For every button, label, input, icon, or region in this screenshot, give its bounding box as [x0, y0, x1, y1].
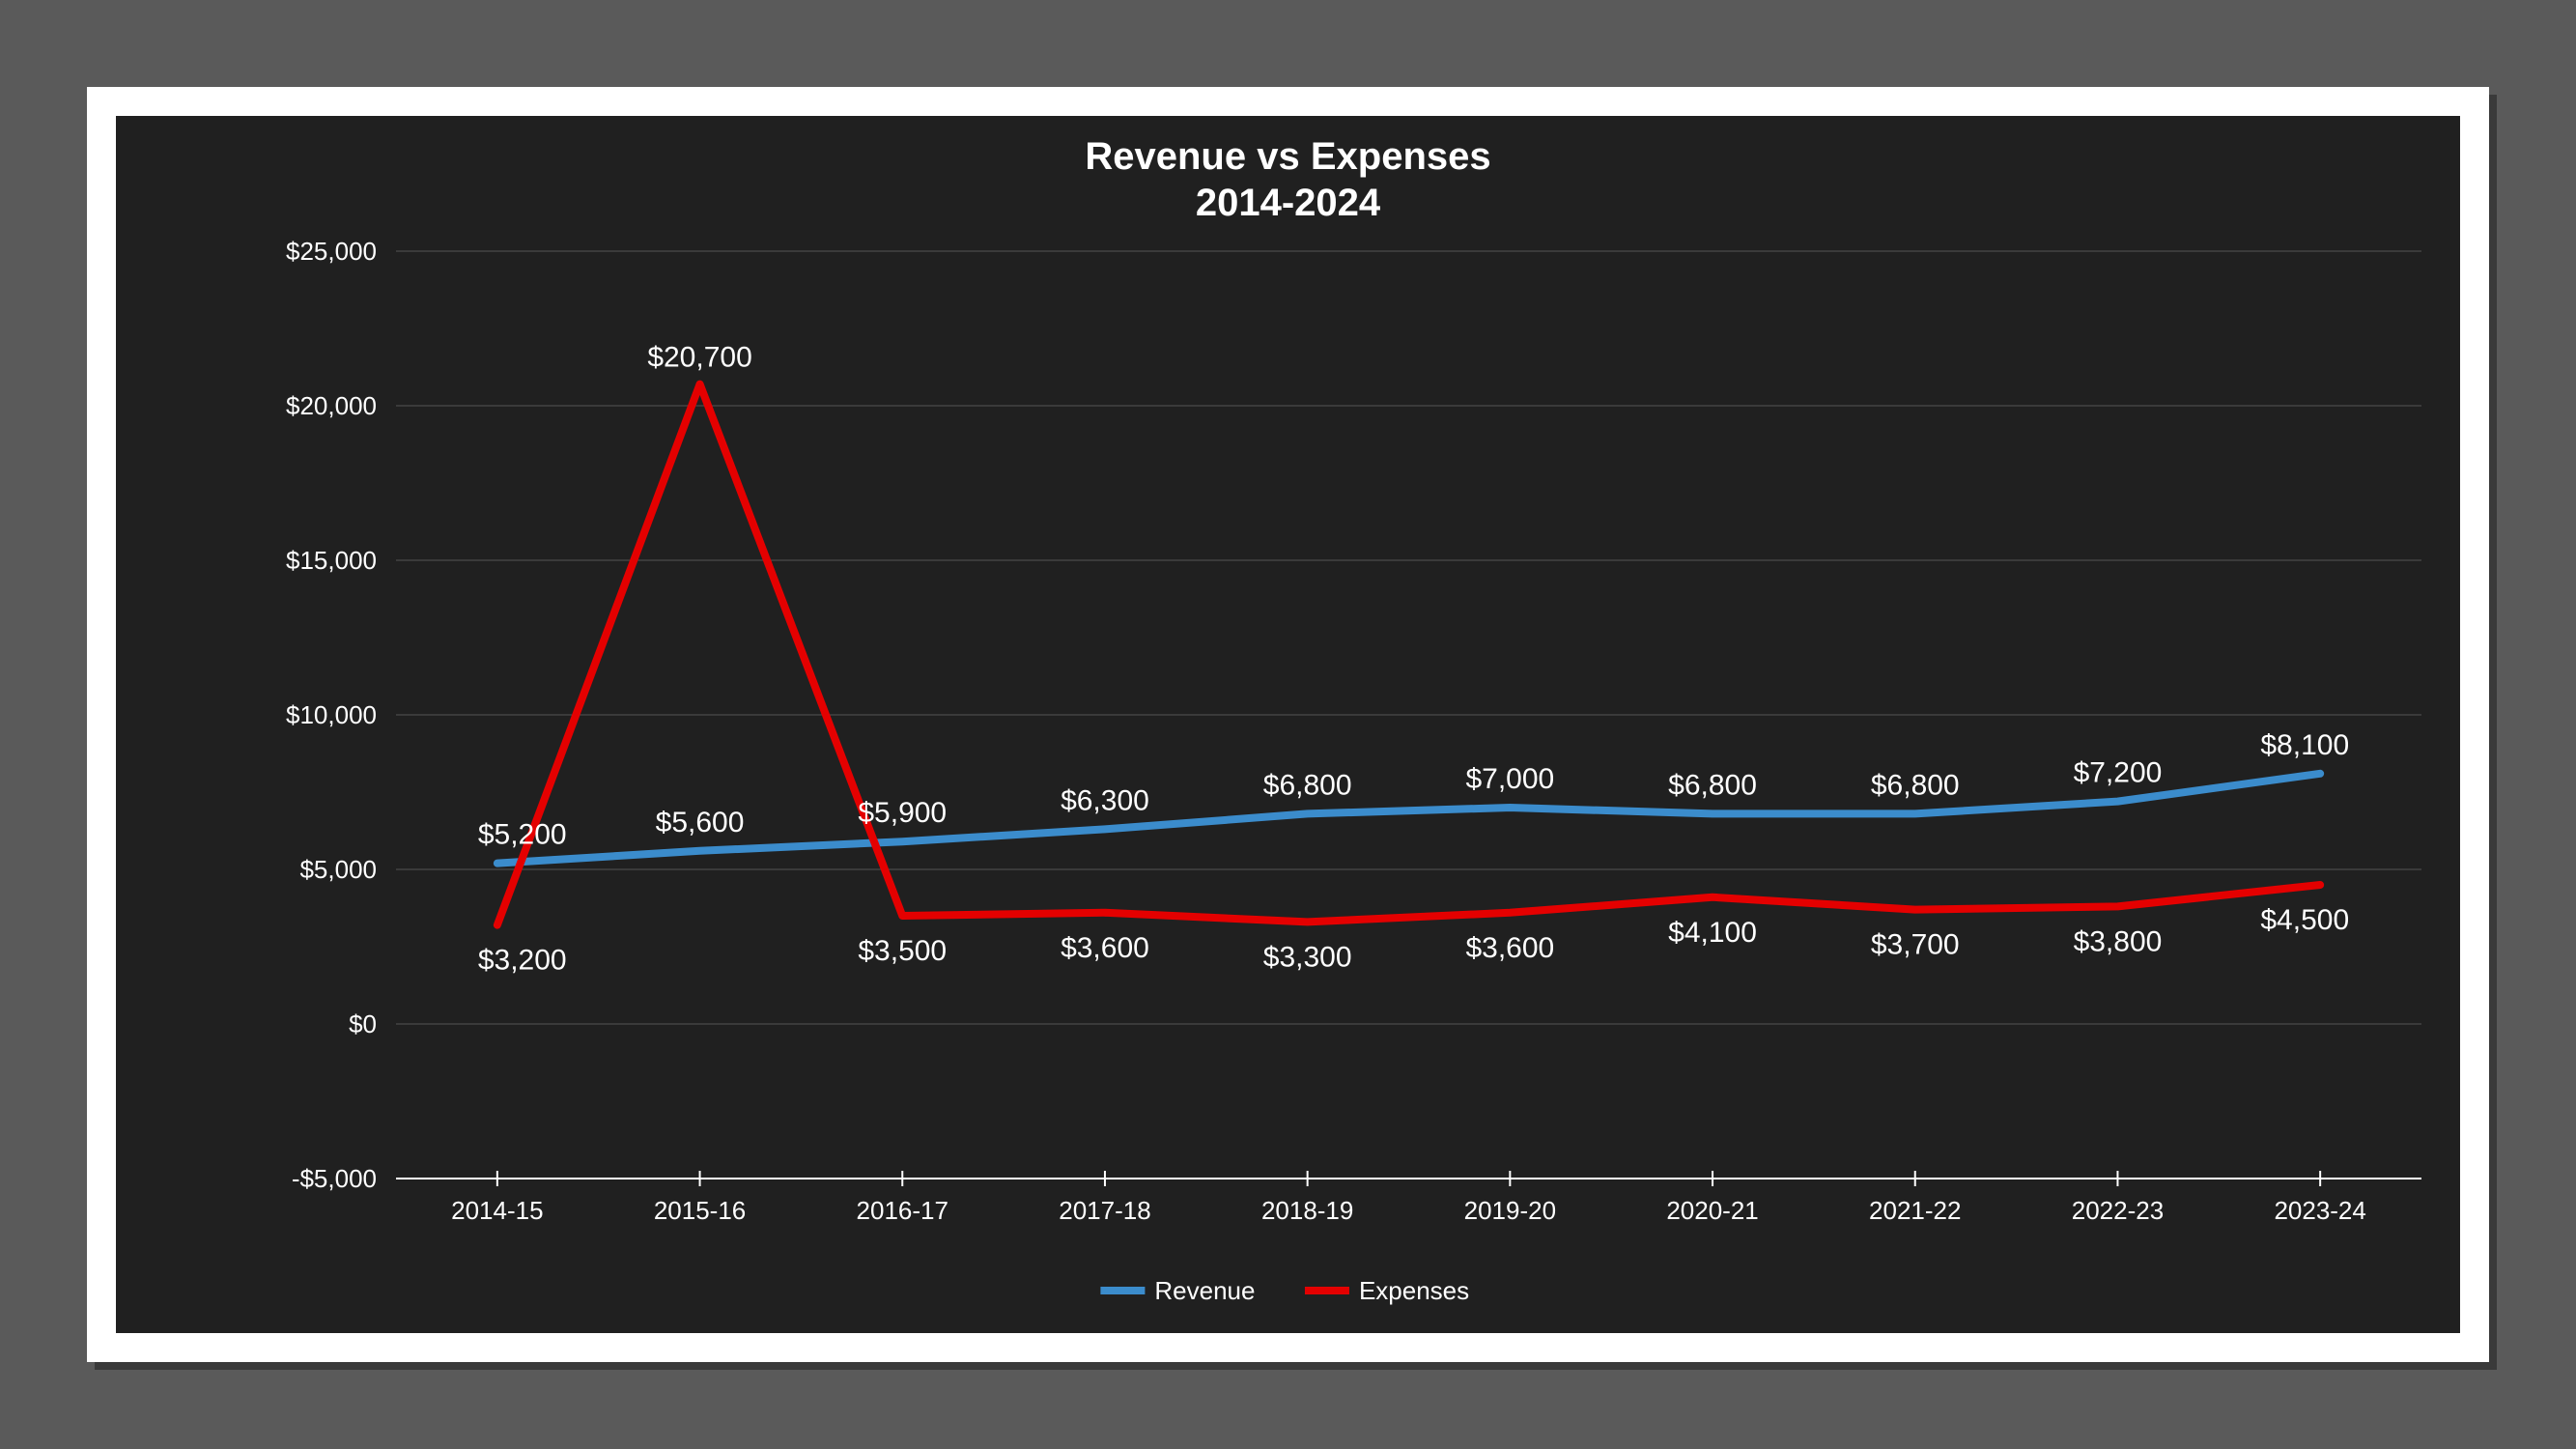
x-tick-label: 2017-18	[1059, 1196, 1150, 1225]
y-tick-label: $25,000	[286, 237, 377, 266]
chart-svg: -$5,000 $0 $5,000 $10,000 $15,000 $20,000 $25,…	[116, 116, 2460, 1333]
y-tick-label: $20,000	[286, 391, 377, 420]
series-line-revenue	[497, 774, 2320, 864]
x-tick-label: 2016-17	[857, 1196, 948, 1225]
legend-label: Expenses	[1359, 1276, 1469, 1305]
x-tick-label: 2022-23	[2072, 1196, 2164, 1225]
data-label: $6,800	[1668, 769, 1757, 801]
x-tick-label: 2020-21	[1666, 1196, 1758, 1225]
data-label: $3,600	[1465, 932, 1554, 964]
data-label: $4,500	[2260, 904, 2349, 936]
data-label: $5,900	[858, 797, 947, 829]
y-tick-label: $10,000	[286, 700, 377, 729]
x-tick-label: 2019-20	[1464, 1196, 1556, 1225]
data-label: $5,200	[478, 819, 567, 851]
data-label: $7,200	[2074, 757, 2163, 789]
y-tick-label: -$5,000	[292, 1164, 377, 1193]
data-label: $8,100	[2260, 729, 2349, 761]
data-label: $3,300	[1263, 941, 1352, 973]
data-label: $6,800	[1871, 769, 1960, 801]
y-tick-label: $15,000	[286, 546, 377, 575]
legend-swatch	[1100, 1287, 1145, 1294]
legend-label: Revenue	[1154, 1276, 1255, 1305]
data-label: $3,800	[2074, 925, 2163, 957]
x-tick-label: 2018-19	[1261, 1196, 1353, 1225]
chart-card: Revenue vs Expenses 2014-2024 -$5,000$0$…	[87, 87, 2489, 1362]
chart-area: Revenue vs Expenses 2014-2024 -$5,000$0$…	[116, 116, 2460, 1333]
legend-swatch	[1305, 1287, 1349, 1294]
data-label: $3,600	[1061, 932, 1149, 964]
data-label: $3,200	[478, 945, 567, 977]
data-label: $5,600	[656, 807, 745, 838]
page-background: Revenue vs Expenses 2014-2024 -$5,000$0$…	[0, 0, 2576, 1449]
data-label: $4,100	[1668, 917, 1757, 949]
y-tick-label: $0	[349, 1009, 377, 1038]
data-label: $6,300	[1061, 784, 1149, 816]
x-tick-label: 2014-15	[451, 1196, 543, 1225]
data-label: $3,700	[1871, 929, 1960, 961]
data-label: $6,800	[1263, 769, 1352, 801]
data-label: $7,000	[1465, 763, 1554, 795]
x-tick-label: 2023-24	[2274, 1196, 2365, 1225]
data-label: $3,500	[858, 935, 947, 967]
y-tick-label: $5,000	[299, 855, 377, 884]
data-label: $20,700	[647, 342, 751, 374]
x-tick-label: 2015-16	[654, 1196, 746, 1225]
x-tick-label: 2021-22	[1869, 1196, 1961, 1225]
